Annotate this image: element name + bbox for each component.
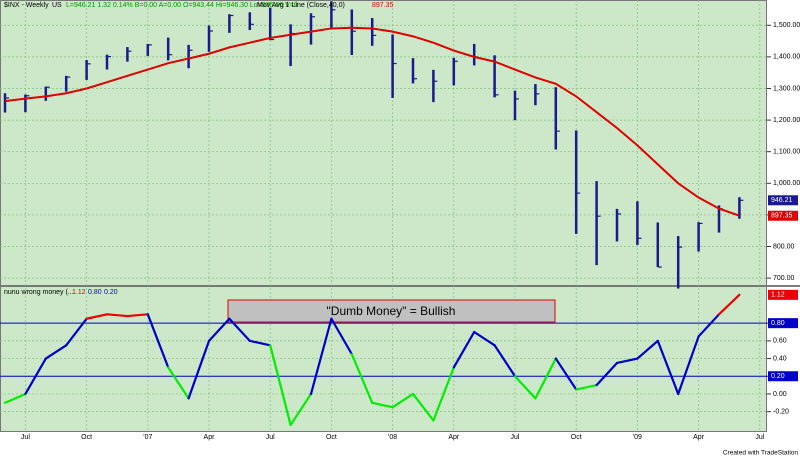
- x-tick-label: Oct: [326, 434, 337, 441]
- axis-background: [767, 0, 800, 459]
- indicator-value: 1.12: [72, 289, 86, 296]
- indicator-segment: [65, 317, 88, 347]
- x-tick-label: Jul: [755, 434, 764, 441]
- plot-background: [0, 0, 767, 432]
- value-box: [768, 289, 798, 300]
- y-tick-label: 1,500.00: [773, 22, 800, 29]
- indicator-segment: [636, 339, 659, 360]
- x-tick-label: Apr: [204, 434, 216, 441]
- x-tick-label: '07: [143, 434, 152, 441]
- indicator-segment: [595, 361, 619, 387]
- y-tick-label: 0.60: [773, 338, 787, 345]
- indicator-segment: [677, 335, 700, 396]
- indicator-segment: [187, 339, 211, 400]
- indicator-segment: [656, 339, 680, 396]
- indicator-segment: [126, 313, 149, 318]
- ma-label: Mov Avg 1 Line (Close,40,0): [257, 2, 345, 9]
- x-tick-label: Jul: [266, 434, 275, 441]
- indicator-segment: [85, 313, 109, 320]
- level-box: [768, 318, 798, 329]
- annotation: "Dumb Money" = Bullish: [327, 304, 456, 318]
- indicator-segment: [513, 375, 537, 400]
- indicator-segment: [411, 392, 435, 422]
- value-box: [768, 195, 798, 206]
- x-tick-label: Apr: [448, 434, 460, 441]
- x-tick-label: Oct: [571, 434, 582, 441]
- indicator-segment: [146, 313, 170, 369]
- indicator-segment: [289, 392, 313, 427]
- plot-frame: [0, 0, 767, 432]
- y-tick-label: 1,300.00: [773, 85, 800, 92]
- x-tick-label: '09: [633, 434, 642, 441]
- layer: Jul Oct '07 Apr Jul Oct '08 Apr Jul Oct '09 Apr Jul 7…: [0, 0, 800, 441]
- level-label: 0.20: [104, 289, 118, 296]
- moving-average: [4, 26, 740, 217]
- indicator-segment: [3, 392, 27, 404]
- quote: L=946.21 1.32 0.14% B=0.00 A=0.00 O=943.…: [66, 2, 298, 9]
- indicator-segment: [391, 392, 415, 409]
- level-label: 0.80: [88, 289, 102, 296]
- indicator-segment: [697, 313, 721, 338]
- ma-value: 897.35: [372, 2, 394, 9]
- x-tick-label: Oct: [81, 434, 92, 441]
- indicator-segment: [207, 317, 231, 342]
- indicator-segment: [615, 357, 639, 365]
- indicator-segment: [167, 366, 190, 400]
- indicator-segment: [228, 317, 251, 342]
- indicator-segment: [269, 344, 292, 427]
- y-tick-label: 800.00: [773, 243, 795, 250]
- x-tick-label: '08: [388, 434, 397, 441]
- indicator-segment: [350, 353, 374, 404]
- indicator-segment: [24, 357, 47, 396]
- y-tick-label: 0.40: [773, 355, 787, 362]
- indicator-segment: [248, 339, 272, 347]
- indicator-segment: [105, 313, 129, 318]
- indicator-segment: [493, 344, 517, 378]
- y-tick-label: 1,200.00: [773, 117, 800, 124]
- indicator-segment: [717, 293, 741, 316]
- level-box-label: 0.20: [771, 373, 785, 380]
- y-tick-label: -0.20: [773, 408, 789, 415]
- indicator-segment: [575, 384, 598, 391]
- y-tick-label: 1,000.00: [773, 180, 800, 187]
- level-box-label: 0.80: [771, 320, 785, 327]
- exchange: US: [52, 2, 62, 9]
- indicator-segment: [534, 357, 557, 400]
- indicator-segment: [432, 366, 455, 422]
- indicator-segment: [330, 317, 353, 356]
- y-tick-label: 700.00: [773, 275, 795, 282]
- price-title: $INX - Weekly: [4, 2, 49, 9]
- indicator-segment: [44, 344, 68, 360]
- value-box-label: 946.21: [771, 197, 793, 204]
- x-tick-label: Jul: [21, 434, 30, 441]
- indicator-segment: [554, 357, 578, 391]
- y-tick-label: 1,100.00: [773, 149, 800, 156]
- value-box-label: 897.35: [771, 213, 793, 220]
- value-box-label: 1.12: [771, 292, 785, 299]
- annotation-box: [227, 299, 556, 323]
- level-box: [768, 371, 798, 382]
- x-tick-label: Apr: [693, 434, 705, 441]
- indicator-segment: [452, 330, 476, 369]
- x-tick-label: Jul: [511, 434, 520, 441]
- y-tick-label: 1,400.00: [773, 54, 800, 61]
- indicator-title: nunu wrong money (...: [4, 289, 74, 296]
- value-box: [768, 210, 798, 221]
- footer: Created with TradeStation: [723, 450, 799, 457]
- indicator-segment: [473, 330, 496, 347]
- y-tick-label: 0.00: [773, 391, 787, 398]
- indicator-segment: [371, 401, 394, 409]
- indicator-segment: [309, 317, 333, 396]
